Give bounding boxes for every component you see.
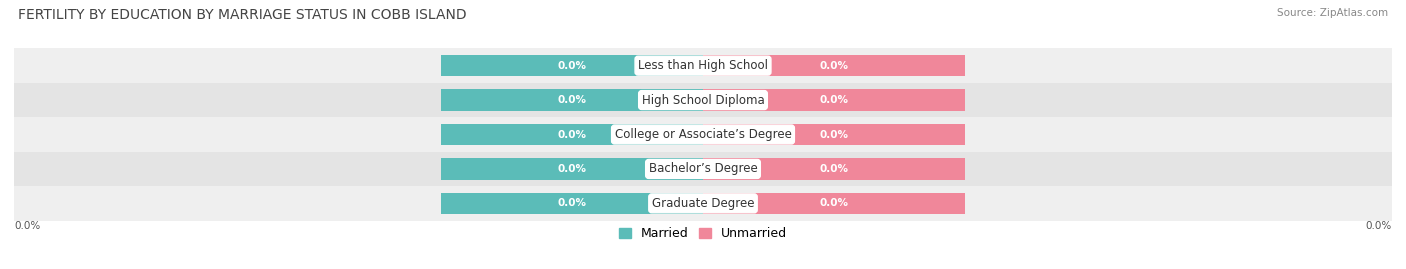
Bar [441,124,703,145]
Text: College or Associate’s Degree: College or Associate’s Degree [614,128,792,141]
Legend: Married, Unmarried: Married, Unmarried [613,222,793,245]
Bar [441,89,703,111]
Text: 0.0%: 0.0% [558,61,586,71]
Bar [703,193,965,214]
Text: 0.0%: 0.0% [820,164,848,174]
Text: Less than High School: Less than High School [638,59,768,72]
Text: Bachelor’s Degree: Bachelor’s Degree [648,162,758,175]
Bar [703,55,965,76]
Text: 0.0%: 0.0% [14,221,41,231]
Text: 0.0%: 0.0% [820,198,848,208]
Bar [14,48,1392,83]
Bar [441,193,703,214]
Bar [703,124,965,145]
Text: 0.0%: 0.0% [820,95,848,105]
Text: 0.0%: 0.0% [1365,221,1392,231]
Text: 0.0%: 0.0% [558,198,586,208]
Text: Graduate Degree: Graduate Degree [652,197,754,210]
Text: 0.0%: 0.0% [820,129,848,140]
Bar [14,186,1392,221]
Text: 0.0%: 0.0% [820,61,848,71]
Text: Source: ZipAtlas.com: Source: ZipAtlas.com [1277,8,1388,18]
Bar [703,158,965,180]
Text: FERTILITY BY EDUCATION BY MARRIAGE STATUS IN COBB ISLAND: FERTILITY BY EDUCATION BY MARRIAGE STATU… [18,8,467,22]
Text: 0.0%: 0.0% [558,95,586,105]
Text: 0.0%: 0.0% [558,129,586,140]
Bar [14,152,1392,186]
Bar [14,117,1392,152]
Bar [703,89,965,111]
Bar [441,55,703,76]
Text: 0.0%: 0.0% [558,164,586,174]
Bar [441,158,703,180]
Text: High School Diploma: High School Diploma [641,94,765,107]
Bar [14,83,1392,117]
